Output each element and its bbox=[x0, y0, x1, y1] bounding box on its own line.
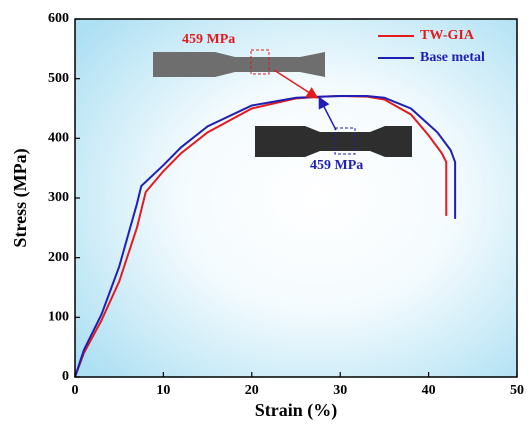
series-line bbox=[74, 94, 457, 378]
x-tick-label: 10 bbox=[156, 383, 170, 398]
x-tick-label: 50 bbox=[510, 383, 524, 398]
y-tick-label: 100 bbox=[48, 310, 69, 325]
x-tick-label: 0 bbox=[72, 383, 79, 398]
fracture-box bbox=[250, 49, 270, 75]
specimen-image bbox=[153, 52, 325, 77]
x-tick-label: 40 bbox=[422, 383, 436, 398]
plot-background bbox=[75, 19, 517, 377]
series-line bbox=[74, 94, 448, 378]
y-tick-label: 500 bbox=[48, 71, 69, 86]
arrow bbox=[318, 96, 337, 131]
y-tick-label: 600 bbox=[48, 11, 69, 26]
fracture-box bbox=[334, 127, 356, 155]
specimen-image bbox=[255, 126, 412, 157]
y-tick-label: 0 bbox=[62, 369, 69, 384]
y-tick-label: 400 bbox=[48, 131, 69, 146]
legend-label: Base metal bbox=[420, 50, 485, 65]
arrow bbox=[273, 69, 319, 99]
y-tick-label: 300 bbox=[48, 190, 69, 205]
annotation: 459 MPa bbox=[310, 158, 363, 173]
x-tick-label: 20 bbox=[245, 383, 259, 398]
x-tick-label: 30 bbox=[333, 383, 347, 398]
y-axis-label: Stress (MPa) bbox=[10, 148, 31, 247]
y-tick-label: 200 bbox=[48, 250, 69, 265]
annotation: 459 MPa bbox=[182, 32, 235, 47]
legend-label: TW-GIA bbox=[420, 28, 475, 43]
x-axis-label: Strain (%) bbox=[255, 400, 338, 421]
